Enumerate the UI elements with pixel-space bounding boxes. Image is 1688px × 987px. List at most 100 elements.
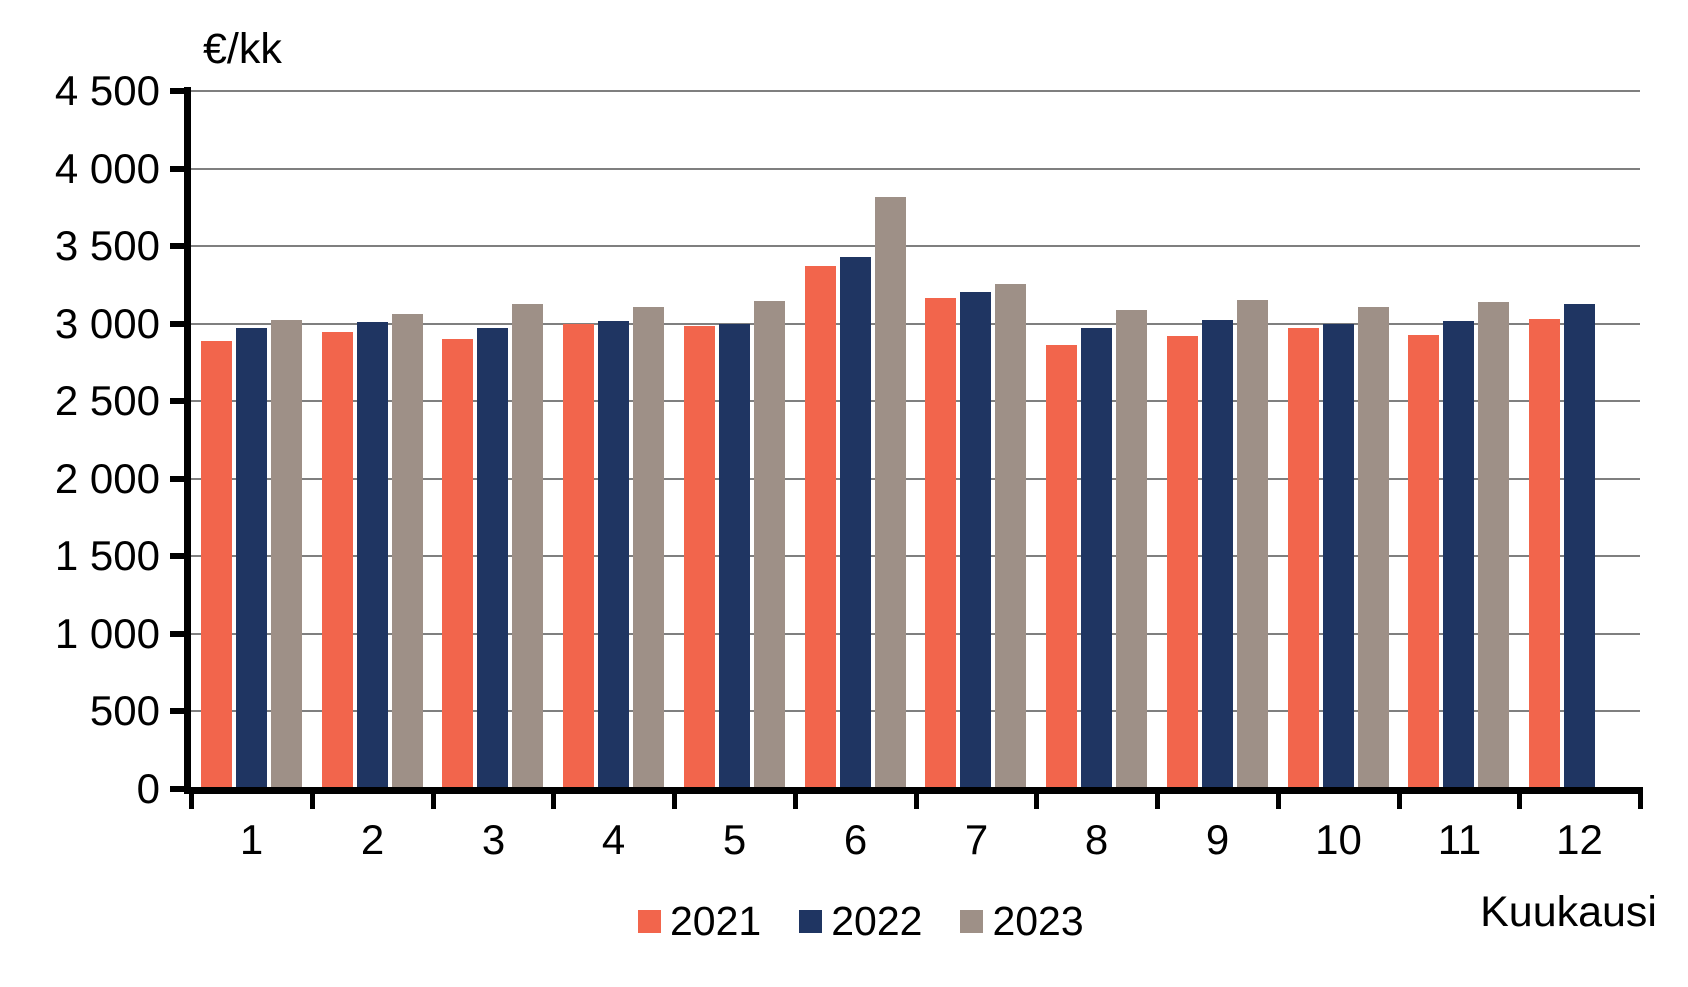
- bar-2022-month-12: [1564, 304, 1595, 789]
- x-axis-tick: [793, 794, 798, 809]
- bar-2022-month-7: [960, 292, 991, 789]
- y-axis-tick-label: 4 500: [54, 67, 160, 114]
- legend-item-2022: 2022: [799, 899, 922, 943]
- legend-label: 2023: [992, 898, 1084, 944]
- bar-2022-month-11: [1443, 321, 1474, 789]
- x-axis-tick: [431, 794, 436, 809]
- bar-2021-month-9: [1167, 336, 1198, 789]
- y-axis-tick-label: 4 000: [54, 145, 160, 192]
- legend-swatch-2021: [638, 909, 661, 933]
- bar-2023-month-8: [1116, 310, 1147, 789]
- bar-2023-month-3: [512, 304, 543, 789]
- x-axis-tick-label: 9: [1205, 816, 1230, 863]
- gridline: [191, 478, 1640, 480]
- bar-2021-month-8: [1046, 345, 1077, 789]
- y-axis-tick: [170, 243, 191, 249]
- gridline: [191, 633, 1640, 635]
- y-axis-tick-label: 500: [89, 687, 160, 734]
- legend-swatch-2022: [799, 909, 823, 933]
- x-axis-tick-label: 12: [1556, 816, 1603, 863]
- y-axis-tick: [170, 553, 191, 559]
- y-axis-tick-label: 3 000: [54, 300, 160, 347]
- x-axis-tick-label: 7: [964, 816, 989, 863]
- x-axis-tick-label: 4: [601, 816, 626, 863]
- bar-2021-month-5: [684, 326, 715, 789]
- bar-2022-month-5: [719, 324, 750, 789]
- gridline: [191, 710, 1640, 712]
- y-axis-tick: [170, 708, 191, 714]
- y-axis-line: [184, 87, 191, 794]
- y-axis-title: €/kk: [203, 25, 282, 73]
- x-axis-tick-label: 2: [360, 816, 385, 863]
- bar-2022-month-3: [477, 328, 508, 789]
- x-axis-tick: [1276, 794, 1281, 809]
- bar-2022-month-2: [357, 322, 388, 789]
- bar-2023-month-10: [1358, 307, 1389, 789]
- x-axis-tick: [1155, 794, 1160, 809]
- x-axis-tick-label: 5: [722, 816, 747, 863]
- bar-2023-month-9: [1237, 300, 1268, 789]
- bar-2021-month-11: [1408, 335, 1439, 789]
- bar-2021-month-6: [805, 266, 836, 789]
- x-axis-tick-label: 1: [239, 816, 264, 863]
- bar-2023-month-11: [1478, 302, 1509, 789]
- bar-2022-month-8: [1081, 328, 1112, 789]
- bar-2021-month-12: [1529, 319, 1560, 789]
- legend: 2021 2022 2023: [638, 899, 1084, 943]
- x-axis-tick: [1397, 794, 1402, 809]
- x-axis-title: Kuukausi: [1480, 888, 1657, 936]
- x-axis-tick-label: 11: [1437, 816, 1482, 863]
- gridline: [191, 90, 1640, 92]
- bar-2022-month-10: [1323, 324, 1354, 789]
- x-axis-tick-label: 6: [843, 816, 868, 863]
- y-axis-tick-label: 1 500: [54, 532, 160, 579]
- bar-2021-month-1: [201, 341, 232, 789]
- legend-swatch-2023: [960, 909, 984, 933]
- x-axis-line: [184, 787, 1643, 794]
- x-axis-tick-label: 8: [1084, 816, 1109, 863]
- y-axis-tick: [170, 88, 191, 94]
- x-axis-tick: [1034, 794, 1039, 809]
- bar-2023-month-6: [875, 197, 906, 789]
- gridline: [191, 323, 1640, 325]
- bar-2021-month-10: [1288, 328, 1319, 789]
- bar-2023-month-1: [271, 320, 302, 789]
- y-axis-tick: [170, 476, 191, 482]
- x-axis-tick: [672, 794, 677, 809]
- y-axis-tick: [170, 321, 191, 327]
- bar-2023-month-5: [754, 301, 785, 789]
- y-axis-tick: [170, 631, 191, 637]
- x-axis-tick-label: 3: [481, 816, 506, 863]
- bar-2023-month-4: [633, 307, 664, 789]
- legend-label: 2022: [831, 898, 923, 944]
- gridline: [191, 168, 1640, 170]
- bar-2023-month-7: [995, 284, 1026, 789]
- bar-2023-month-2: [392, 314, 423, 789]
- x-axis-tick: [1517, 794, 1522, 809]
- gridline: [191, 245, 1640, 247]
- bar-2022-month-4: [598, 321, 629, 789]
- x-axis-tick: [189, 794, 194, 809]
- y-axis-tick-label: 2 500: [54, 377, 160, 424]
- bar-2022-month-6: [840, 257, 871, 789]
- y-axis-tick-label: 0: [136, 765, 160, 812]
- gridline: [191, 400, 1640, 402]
- gridline: [191, 555, 1640, 557]
- y-axis-tick: [170, 166, 191, 172]
- bar-2021-month-4: [563, 324, 594, 789]
- y-axis-tick-label: 1 000: [54, 610, 160, 657]
- legend-label: 2021: [670, 898, 762, 944]
- bar-2022-month-1: [236, 328, 267, 789]
- bar-2021-month-7: [925, 298, 956, 789]
- y-axis-tick-label: 3 500: [54, 222, 160, 269]
- y-axis-tick: [170, 786, 191, 792]
- x-axis-tick: [551, 794, 556, 809]
- bar-2021-month-3: [442, 339, 473, 789]
- x-axis-tick: [1638, 794, 1643, 809]
- legend-item-2023: 2023: [960, 898, 1084, 944]
- legend-item-2021: 2021: [638, 899, 761, 943]
- bar-2021-month-2: [322, 332, 353, 789]
- y-axis-tick: [170, 398, 191, 404]
- y-axis-tick-label: 2 000: [54, 455, 160, 502]
